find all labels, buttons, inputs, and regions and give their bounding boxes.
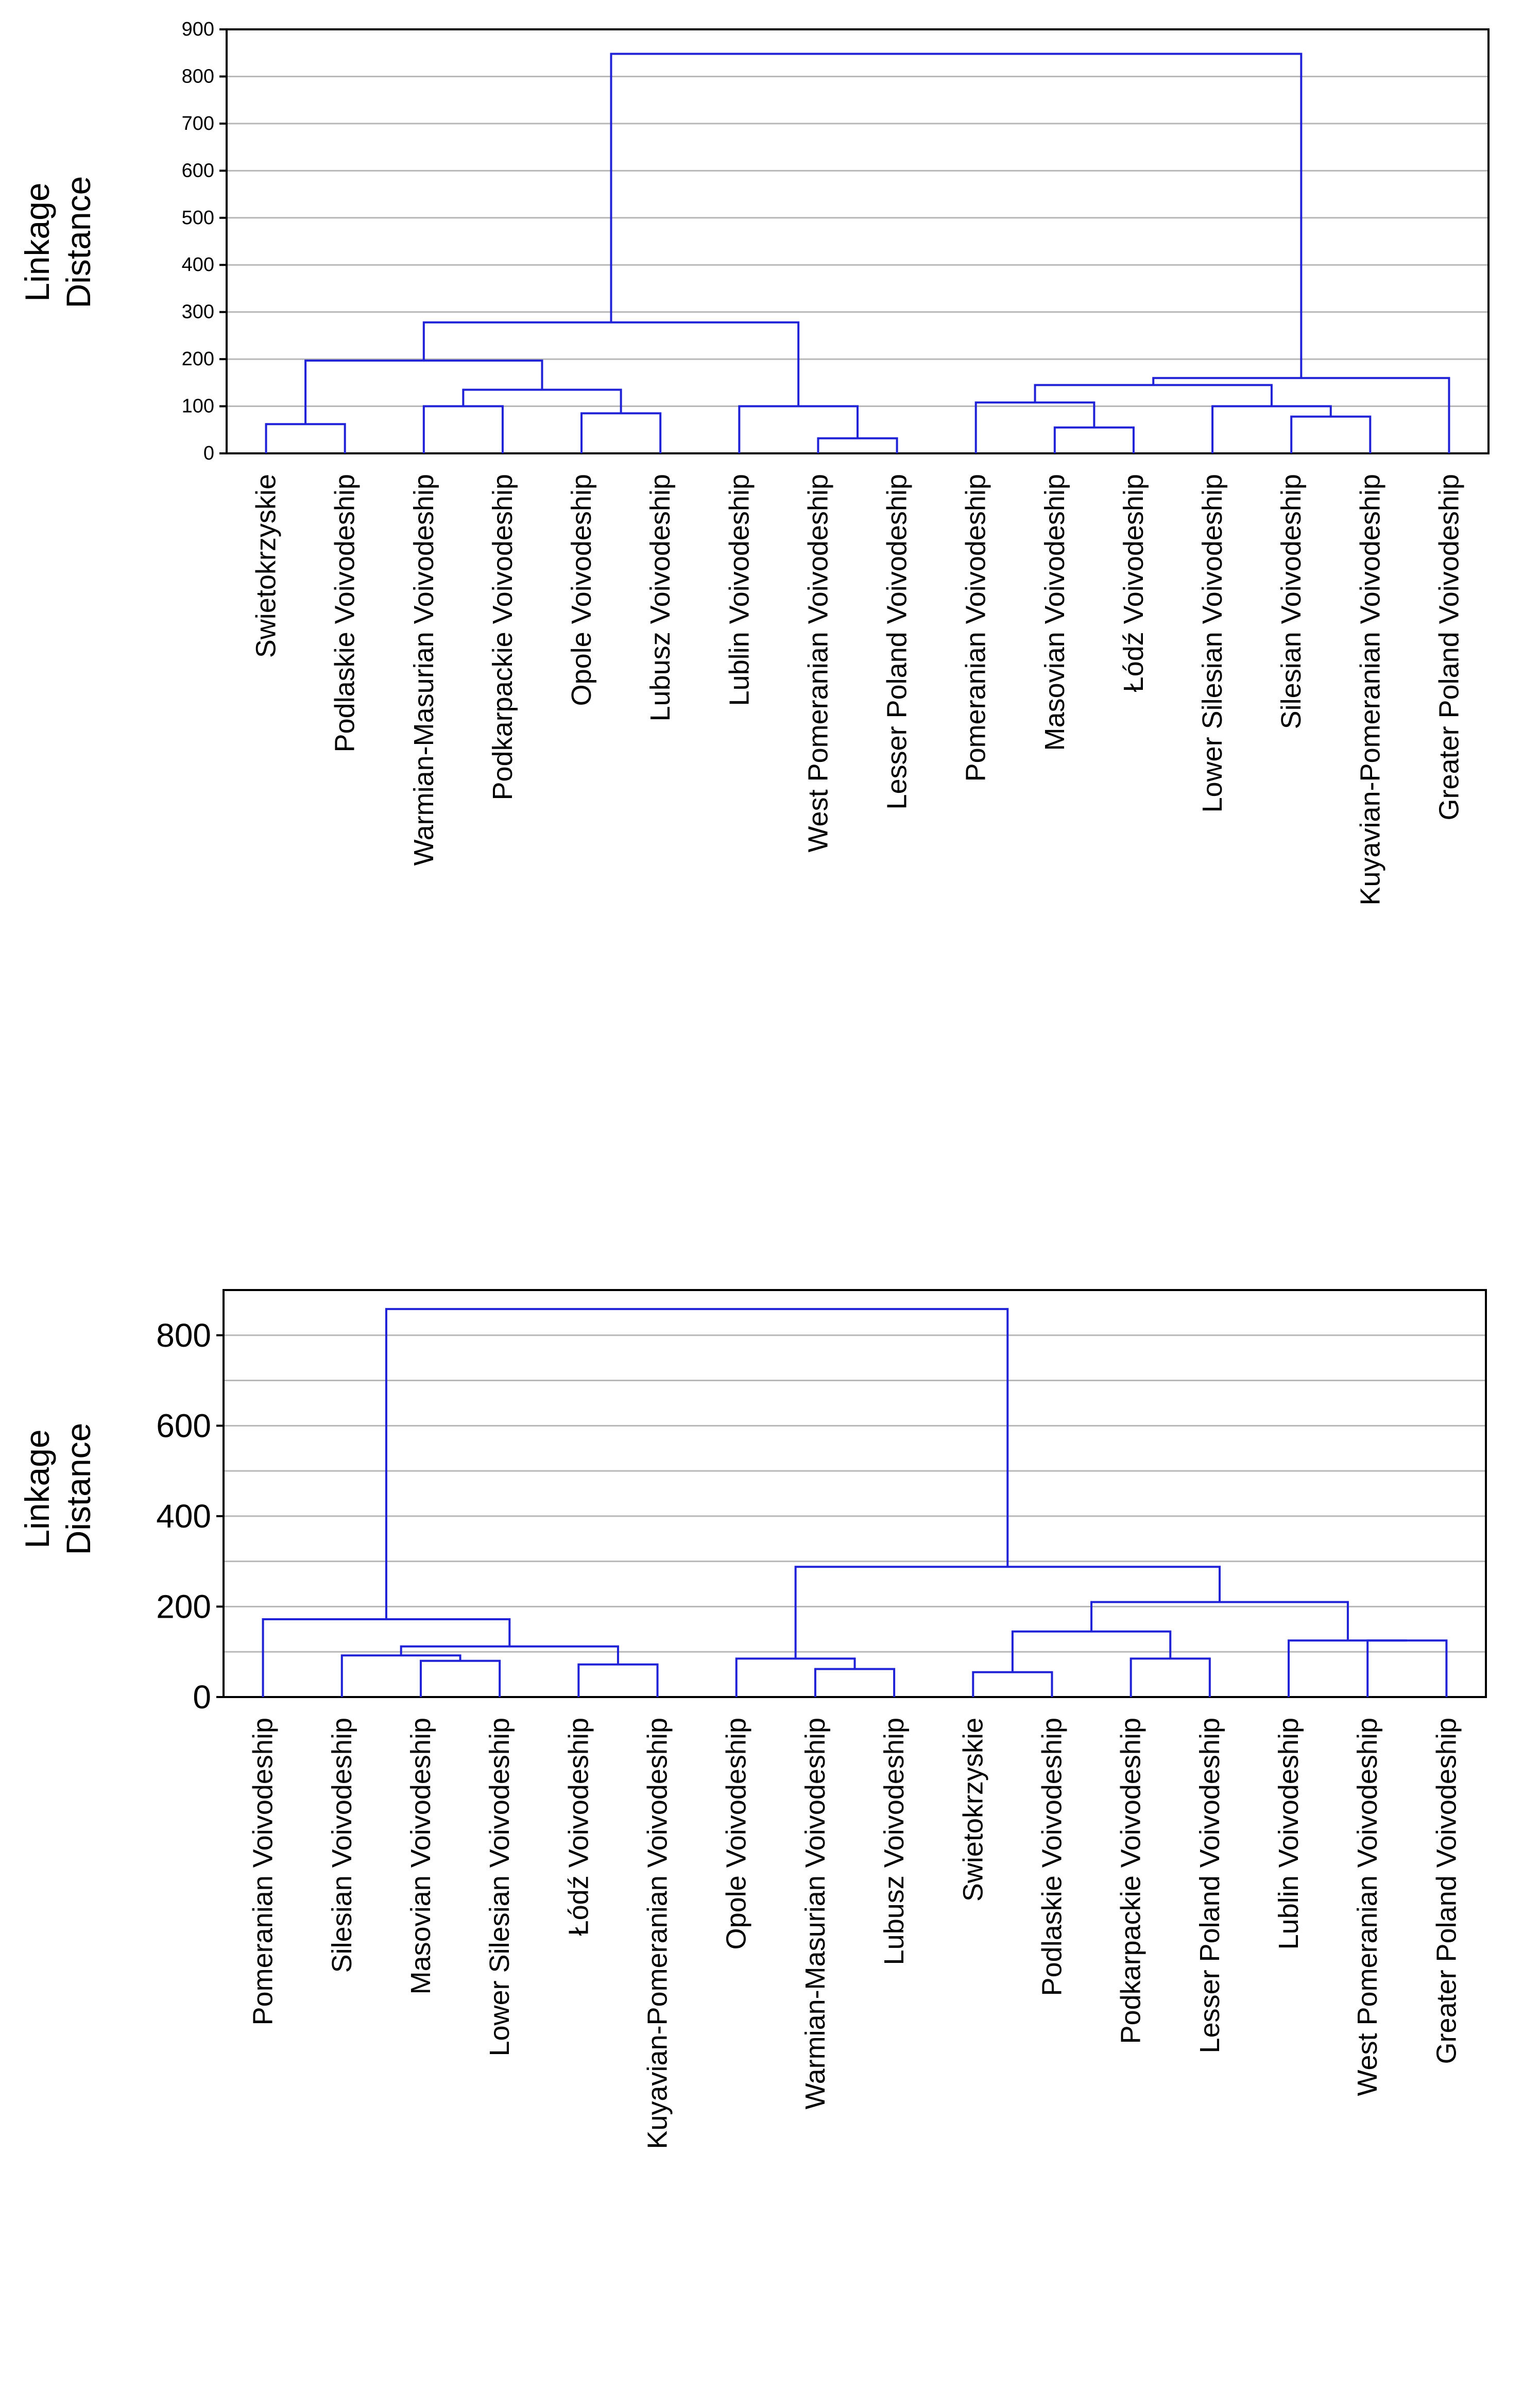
dendrogram-link [1152,377,1450,453]
y-tick-label: 0 [193,1678,211,1716]
y-tick-label: 800 [182,65,214,87]
y-axis-title-line1: Linkage [18,1429,56,1548]
dendrogram-link [1090,1601,1349,1641]
dendrogram-link [580,412,662,453]
leaf-label: Kuyavian-Pomeranian Voivodeship [642,1718,673,2149]
leaf-label: Warmian-Masurian Voivodeship [408,474,439,866]
dendrogram-link [262,1618,511,1697]
dendrogram-link [735,1657,856,1697]
dendrogram-link [462,388,622,414]
y-axis-title-line1: Linkage [18,182,56,301]
y-axis-title-line2: Distance [59,1423,97,1555]
leaf-label: Silesian Voivodeship [327,1718,357,1973]
dendrogram-bottom: 0 200 400 600 800 Linkage Distance Pomeranian V… [18,1289,1487,2149]
leaf-label: Swietokrzyskie [251,474,282,658]
dendrogram-link [385,1308,1009,1620]
y-tick-label: 200 [156,1588,211,1625]
leaf-label: Lublin Voivodeship [724,474,755,706]
y-tick-label: 100 [182,396,214,417]
leaf-label: Lower Silesian Voivodeship [484,1718,515,2056]
plot-frame [223,1289,1487,1698]
dendrogram-link [738,405,859,453]
dendrogram-link [265,423,346,453]
dendrogram-link [1366,1639,1448,1697]
y-tick-label: 600 [182,160,214,181]
y-tick-label: 800 [156,1317,211,1354]
y-tick-label: 200 [182,348,214,370]
leaf-label: Silesian Voivodeship [1276,474,1307,729]
dendrogram-link [1211,405,1332,453]
plot-frame [226,28,1490,454]
y-tick-label: 900 [182,19,214,40]
leaf-label: Łódź Voivodeship [563,1718,594,1936]
dendrogram-link [610,53,1303,378]
y-tick-label: 700 [182,113,214,134]
leaf-label: Warmian-Masurian Voivodeship [800,1718,831,2109]
leaf-label: Podkarpackie Voivodeship [487,474,518,800]
leaf-label: Opole Voivodeship [721,1718,752,1949]
leaf-label: Lesser Poland Voivodeship [882,474,913,809]
dendrogram-link [422,321,800,406]
dendrogram-link [814,1668,896,1697]
y-axis-title-line2: Distance [59,176,97,309]
leaf-label: Swietokrzyskie [957,1718,988,1902]
dendrogram-link [419,1659,501,1697]
leaf-label: Lubusz Voivodeship [645,474,676,721]
leaf-label: Pomeranian Voivodeship [961,474,991,782]
dendrogram-link [972,1671,1053,1697]
leaf-label: West Pomeranian Voivodeship [802,474,833,852]
y-tick-label: 500 [182,207,214,229]
dendrogram-link [1034,384,1273,406]
leaf-label: Lesser Poland Voivodeship [1194,1718,1225,2053]
leaf-label: Masovian Voivodeship [1039,474,1070,751]
leaf-label: Greater Poland Voivodeship [1431,1718,1462,2064]
leaf-label: Masovian Voivodeship [405,1718,436,1994]
dendrogram-link [400,1645,619,1665]
y-tick-label: 400 [182,254,214,276]
y-tick-label: 600 [156,1407,211,1444]
dendrogram-link [577,1663,659,1697]
dendrogram-link [1290,415,1372,453]
dendrogram-link [422,405,504,453]
dendrogram-top: 0 100 200 300 400 500 600 700 800 900 Linkage Dista… [18,19,1490,906]
leaf-label: Podlaskie Voivodeship [330,474,361,752]
y-tick-label: 0 [203,443,214,464]
dendrogram-link [1053,426,1135,453]
leaf-label: West Pomeranian Voivodeship [1352,1718,1383,2096]
leaf-label: Lower Silesian Voivodeship [1197,474,1228,812]
leaf-label: Greater Poland Voivodeship [1433,474,1464,820]
leaf-label: Łódź Voivodeship [1118,474,1149,692]
leaf-label: Opole Voivodeship [566,474,597,706]
dendrogram-link [1130,1657,1211,1697]
leaf-label: Podlaskie Voivodeship [1036,1718,1067,1996]
y-tick-label: 400 [156,1498,211,1535]
dendrogram-link [794,1566,1221,1659]
y-tick-label: 300 [182,301,214,323]
leaf-label: Kuyavian-Pomeranian Voivodeship [1355,474,1385,906]
leaf-label: Podkarpackie Voivodeship [1116,1718,1146,2044]
leaf-label: Pomeranian Voivodeship [248,1718,279,2025]
leaf-label: Lublin Voivodeship [1273,1718,1304,1949]
dendrogram-link [1288,1639,1407,1697]
leaf-label: Lubusz Voivodeship [879,1718,910,1965]
dendrogram-link [817,437,898,453]
